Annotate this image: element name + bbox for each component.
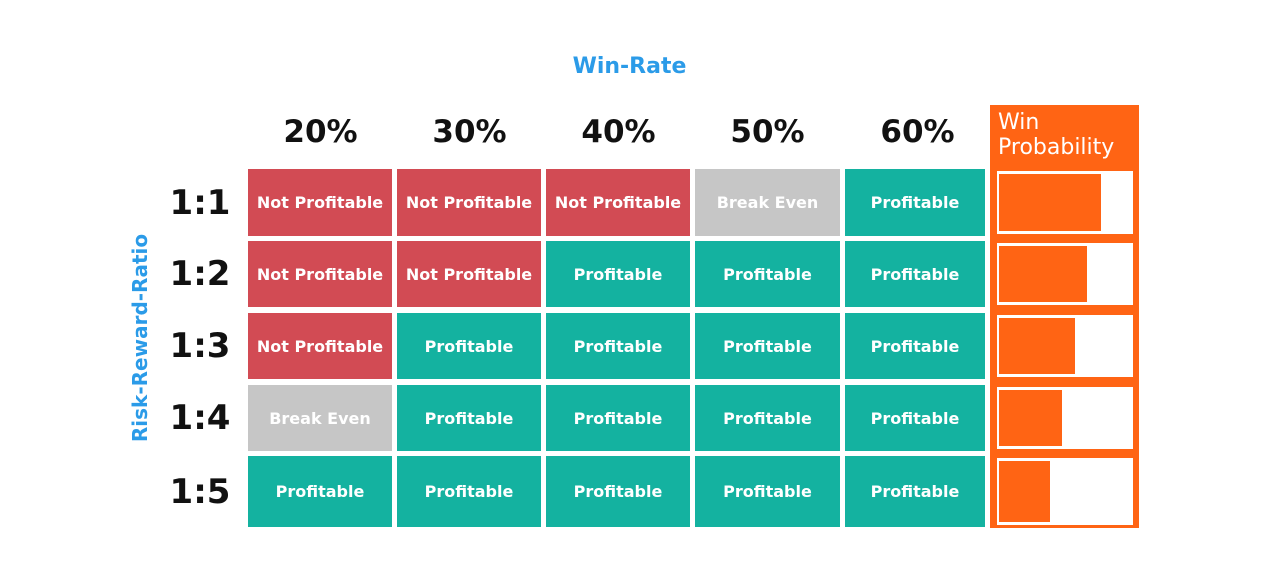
cell: Profitable [248, 456, 392, 527]
cell: Profitable [695, 385, 840, 451]
cell: Profitable [695, 241, 840, 307]
probability-bar [999, 318, 1076, 374]
cell: Profitable [845, 169, 985, 236]
win-probability-label: Win Probability [998, 110, 1115, 160]
column-header: 40% [581, 114, 656, 150]
cell: Break Even [695, 169, 840, 236]
cell: Break Even [248, 385, 392, 451]
cell: Not Profitable [397, 241, 541, 307]
row-axis-label: Risk-Reward-Ratio [128, 233, 152, 443]
column-header: 60% [880, 114, 955, 150]
cell: Profitable [845, 313, 985, 379]
cell: Profitable [546, 385, 690, 451]
title: Win-Rate [572, 54, 687, 79]
row-header: 1:4 [169, 398, 231, 438]
cell: Profitable [695, 456, 840, 527]
cell: Profitable [845, 456, 985, 527]
probability-bar [999, 246, 1088, 302]
row-header: 1:2 [169, 254, 231, 294]
row-header: 1:3 [169, 326, 231, 366]
cell: Not Profitable [248, 313, 392, 379]
column-header: 20% [283, 114, 358, 150]
cell: Not Profitable [397, 169, 541, 236]
cell: Profitable [397, 313, 541, 379]
cell: Profitable [546, 313, 690, 379]
cell: Not Profitable [248, 169, 392, 236]
cell: Profitable [695, 313, 840, 379]
row-header: 1:1 [169, 182, 231, 223]
cell: Profitable [397, 385, 541, 451]
cell: Profitable [397, 456, 541, 527]
cell: Profitable [546, 456, 690, 527]
probability-bar [999, 174, 1101, 231]
cell: Profitable [546, 241, 690, 307]
cell: Not Profitable [248, 241, 392, 307]
column-header: 50% [730, 114, 805, 150]
cell: Profitable [845, 241, 985, 307]
probability-bar [999, 461, 1050, 522]
probability-bar [999, 390, 1062, 446]
cell: Not Profitable [546, 169, 690, 236]
cell: Profitable [845, 385, 985, 451]
row-header: 1:5 [169, 471, 231, 512]
column-header: 30% [432, 114, 507, 150]
